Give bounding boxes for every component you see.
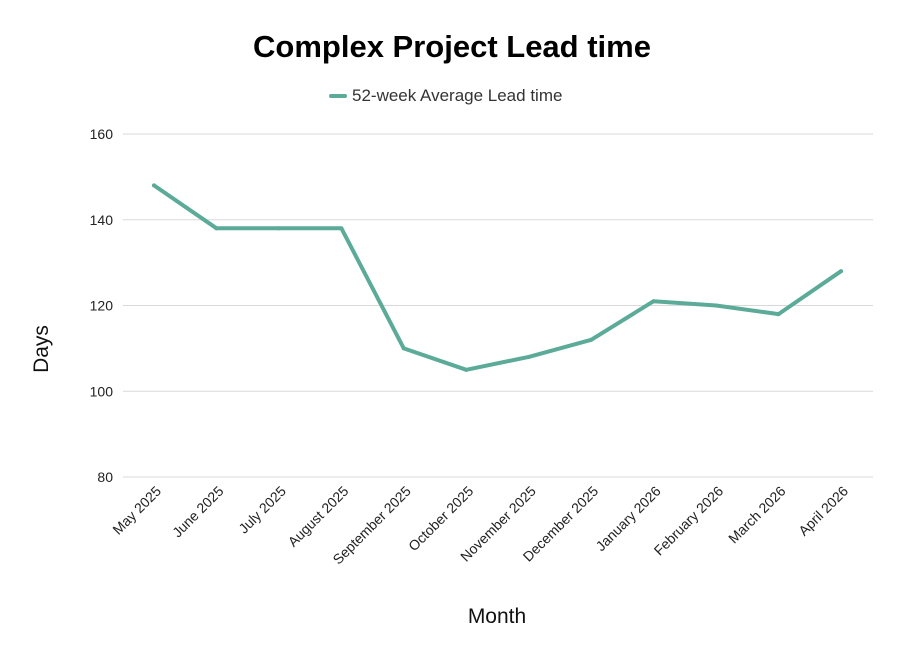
series-group (152, 183, 843, 372)
data-point (464, 367, 469, 372)
data-point (526, 354, 531, 359)
legend-label: 52-week Average Lead time (352, 86, 562, 105)
y-tick-label-160: 160 (90, 126, 114, 142)
x-tick-label: April 2026 (795, 483, 851, 539)
data-point (276, 226, 281, 231)
x-tick-label: August 2025 (285, 483, 352, 550)
x-tick-label: March 2026 (725, 483, 789, 547)
data-point (214, 226, 219, 231)
series-line-0 (152, 183, 843, 372)
y-tick-label-140: 140 (90, 212, 114, 228)
legend: 52-week Average Lead time (329, 86, 562, 105)
data-point (839, 269, 843, 274)
y-axis-title: Days (30, 325, 53, 373)
data-point (339, 226, 344, 231)
y-tick-label-80: 80 (97, 469, 113, 485)
gridlines (123, 133, 873, 478)
data-point (776, 312, 781, 317)
data-point (152, 183, 156, 188)
y-axis-ticks: 80 100 120 140 160 (90, 126, 114, 485)
x-axis-title: Month (468, 605, 526, 628)
y-tick-label-100: 100 (90, 383, 114, 399)
data-point (401, 346, 406, 351)
x-tick-label: July 2025 (235, 483, 289, 537)
data-point (589, 337, 594, 342)
data-point (651, 299, 656, 304)
x-tick-label: June 2025 (169, 483, 227, 541)
y-tick-label-120: 120 (90, 298, 114, 314)
x-tick-label: May 2025 (109, 483, 164, 538)
chart-title: Complex Project Lead time (253, 29, 651, 64)
data-point (714, 303, 719, 308)
